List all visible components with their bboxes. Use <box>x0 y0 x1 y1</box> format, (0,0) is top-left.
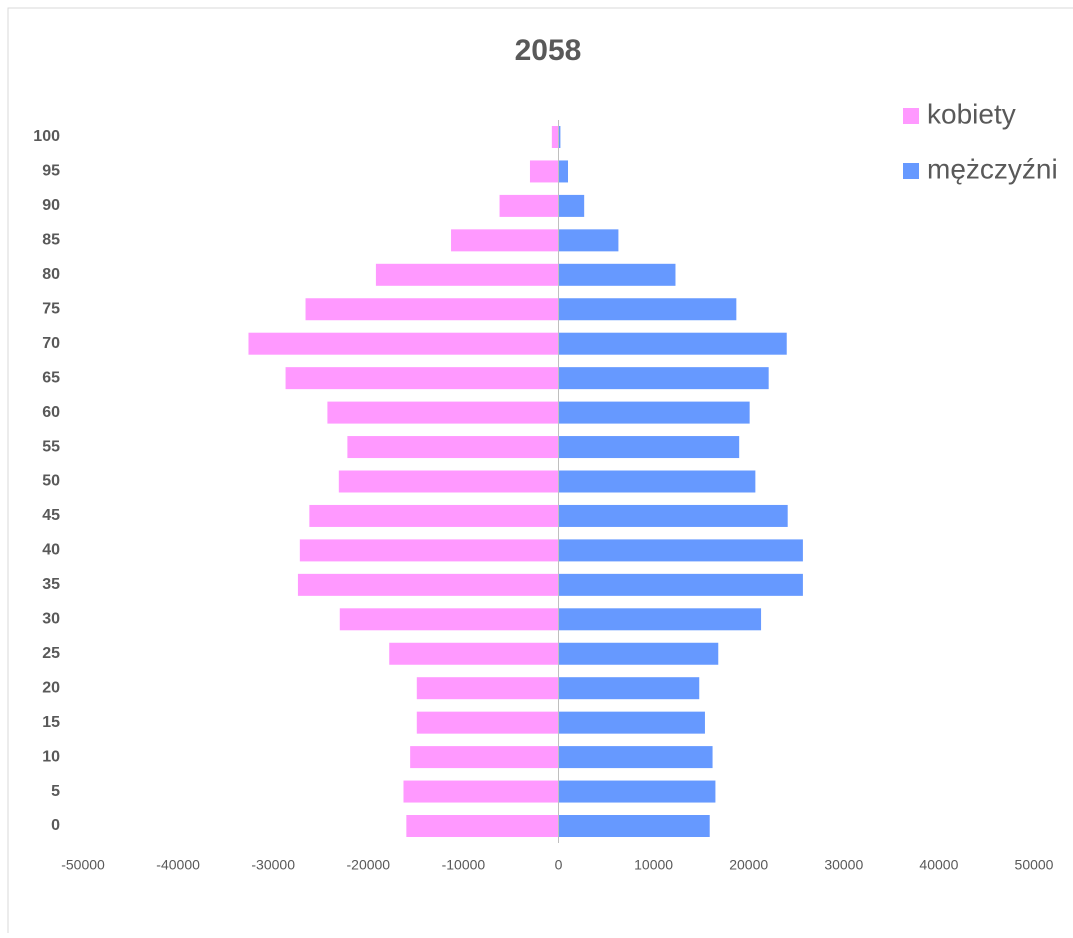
bar <box>558 332 787 355</box>
bar <box>389 642 559 665</box>
legend-swatch <box>903 163 919 179</box>
x-tick-label: -40000 <box>156 857 200 873</box>
y-tick-label: 5 <box>51 783 60 800</box>
y-tick-label: 25 <box>42 645 60 662</box>
x-tick-label: 30000 <box>824 857 863 873</box>
bar <box>558 504 788 527</box>
bar <box>558 160 569 183</box>
x-tick-label: -30000 <box>251 857 295 873</box>
y-tick-label: 0 <box>51 817 60 834</box>
bar <box>558 573 803 596</box>
legend-label: mężczyźni <box>927 153 1058 184</box>
y-tick-label: 20 <box>42 679 60 696</box>
bar <box>558 401 750 424</box>
legend-label: kobiety <box>927 98 1016 129</box>
bar <box>305 298 559 321</box>
bar <box>416 677 559 700</box>
bar <box>309 504 559 527</box>
bar <box>551 126 559 148</box>
y-tick-label: 45 <box>42 507 60 524</box>
y-tick-label: 75 <box>42 300 60 317</box>
y-tick-label: 10 <box>42 748 60 765</box>
bar <box>558 608 762 631</box>
bar <box>403 780 559 803</box>
bar <box>297 573 559 596</box>
chart-title: 2058 <box>515 34 582 67</box>
bar <box>406 815 559 837</box>
bar <box>558 780 716 803</box>
bar <box>451 229 559 252</box>
y-tick-label: 90 <box>42 197 60 214</box>
bar <box>558 436 740 459</box>
bar <box>416 711 559 734</box>
legend-swatch <box>903 108 919 124</box>
y-tick-label: 40 <box>42 542 60 559</box>
y-tick-label: 35 <box>42 576 60 593</box>
y-tick-label: 15 <box>42 714 60 731</box>
bar <box>558 677 700 700</box>
bar <box>558 815 710 837</box>
bar <box>558 711 705 734</box>
bar <box>339 608 559 631</box>
bar <box>558 229 619 252</box>
bar <box>558 298 737 321</box>
bar <box>499 194 559 217</box>
bar <box>558 470 756 493</box>
bar <box>299 539 559 562</box>
x-tick-label: 40000 <box>919 857 958 873</box>
y-tick-label: 50 <box>42 473 60 490</box>
x-tick-label: 50000 <box>1015 857 1054 873</box>
y-tick-label: 70 <box>42 335 60 352</box>
bar <box>375 263 559 286</box>
y-tick-label: 60 <box>42 404 60 421</box>
bar <box>529 160 559 183</box>
bar <box>338 470 559 493</box>
bar <box>558 642 719 665</box>
y-tick-label: 65 <box>42 369 60 386</box>
y-tick-label: 100 <box>33 128 60 145</box>
bar <box>410 746 559 769</box>
x-tick-label: 20000 <box>729 857 768 873</box>
y-tick-label: 80 <box>42 266 60 283</box>
x-tick-label: -10000 <box>442 857 486 873</box>
x-tick-label: -50000 <box>61 857 105 873</box>
x-tick-label: 10000 <box>634 857 673 873</box>
x-tick-label: -20000 <box>347 857 391 873</box>
y-tick-label: 55 <box>42 438 60 455</box>
bar <box>558 194 585 217</box>
bar <box>347 436 559 459</box>
bar <box>558 263 676 286</box>
bar <box>285 367 559 390</box>
bar <box>558 126 561 148</box>
bar <box>558 746 713 769</box>
x-tick-label: 0 <box>555 857 563 873</box>
bar <box>327 401 559 424</box>
bar <box>558 367 769 390</box>
y-tick-label: 30 <box>42 611 60 628</box>
bar <box>248 332 559 355</box>
y-tick-label: 95 <box>42 163 60 180</box>
bar <box>558 539 803 562</box>
y-tick-label: 85 <box>42 232 60 249</box>
